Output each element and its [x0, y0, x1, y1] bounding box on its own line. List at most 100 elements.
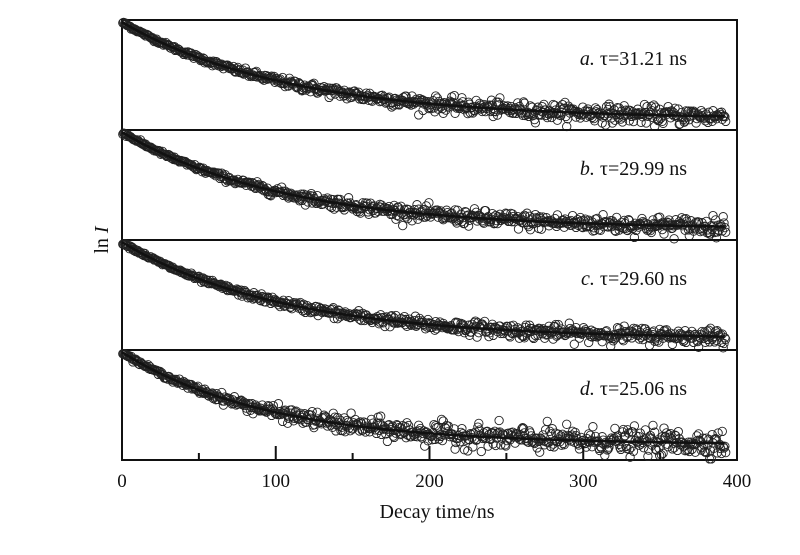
data-point	[148, 144, 158, 154]
data-point	[539, 99, 549, 110]
data-point	[670, 103, 680, 113]
data-point	[273, 399, 284, 409]
data-point	[617, 117, 628, 127]
data-point	[547, 108, 557, 119]
tau-value: =29.99 ns	[608, 158, 687, 180]
data-point	[457, 93, 467, 103]
tau-value: =25.06 ns	[608, 378, 687, 400]
data-point	[294, 78, 304, 88]
data-point	[261, 71, 272, 81]
data-point	[518, 97, 529, 107]
data-point	[594, 224, 604, 235]
data-point	[463, 221, 474, 231]
panel-b: b. τ=29.99 ns	[118, 128, 738, 244]
data-point	[718, 212, 728, 222]
panel-annotation: d. τ=25.06 ns	[580, 378, 687, 400]
data-point	[544, 109, 554, 119]
x-tick-label: 200	[415, 471, 444, 492]
data-point	[721, 227, 731, 237]
data-point	[575, 212, 585, 223]
data-point	[486, 95, 497, 105]
data-point	[419, 95, 429, 106]
data-point	[433, 212, 443, 222]
data-point	[390, 318, 400, 328]
x-axis-label: Decay time/ns	[380, 501, 495, 523]
tau-value: =31.21 ns	[608, 48, 687, 70]
data-point	[562, 114, 573, 124]
data-point	[438, 108, 448, 118]
data-points	[118, 349, 731, 464]
fit-line	[121, 131, 725, 228]
data-point	[391, 214, 401, 224]
panels-group: a. τ=31.21 nsb. τ=29.99 nsc. τ=29.60 nsd…	[118, 17, 738, 464]
tau-value: =29.60 ns	[608, 268, 687, 290]
data-point	[406, 320, 416, 330]
data-point	[542, 416, 552, 427]
data-point	[398, 220, 408, 231]
data-point	[346, 408, 356, 418]
data-point	[134, 136, 144, 147]
data-point	[301, 190, 311, 200]
data-point	[421, 201, 431, 211]
data-point	[658, 118, 668, 128]
data-point	[329, 204, 339, 214]
data-point	[475, 100, 486, 110]
panel-c: c. τ=29.60 ns	[118, 239, 738, 353]
data-point	[679, 117, 689, 127]
data-point	[562, 419, 572, 429]
panel-letter: b.	[580, 158, 600, 180]
data-point	[343, 193, 354, 203]
tau-symbol: τ	[600, 268, 608, 290]
tau-symbol: τ	[600, 158, 608, 180]
data-point	[588, 422, 598, 432]
data-point	[624, 116, 634, 126]
fit-line	[121, 21, 725, 118]
panel-annotation: a. τ=31.21 ns	[580, 48, 687, 70]
y-label-ln: ln	[91, 233, 113, 254]
data-point	[552, 115, 563, 125]
x-tick-label: 300	[569, 471, 598, 492]
data-point	[610, 423, 620, 434]
data-point	[646, 101, 656, 111]
data-point	[324, 92, 334, 103]
data-point	[140, 140, 150, 150]
y-axis-label: ln I	[91, 225, 113, 254]
panel-letter: c.	[581, 268, 600, 290]
data-point	[510, 103, 520, 113]
data-point	[296, 189, 306, 199]
data-point	[614, 103, 624, 113]
x-tick-label: 100	[262, 471, 291, 492]
data-point	[173, 266, 184, 276]
data-point	[488, 111, 498, 122]
panel-annotation: b. τ=29.99 ns	[580, 158, 687, 180]
tau-symbol: τ	[600, 48, 608, 70]
data-point	[600, 450, 610, 461]
data-point	[431, 91, 441, 101]
data-point	[607, 118, 618, 128]
data-point	[333, 85, 344, 95]
data-point	[494, 415, 504, 426]
x-tick-label: 400	[723, 471, 752, 492]
data-point	[629, 232, 640, 243]
data-point	[692, 113, 702, 124]
x-tick-label: 0	[117, 471, 127, 492]
data-point	[721, 116, 731, 127]
data-point	[710, 215, 721, 225]
data-point	[465, 108, 475, 118]
data-point	[519, 98, 530, 108]
data-point	[641, 118, 651, 128]
panel-annotation: c. τ=29.60 ns	[581, 268, 687, 290]
data-point	[605, 217, 615, 228]
data-point	[600, 110, 610, 120]
data-point	[655, 212, 665, 222]
data-point	[655, 218, 666, 229]
data-point	[416, 96, 426, 106]
tau-symbol: τ	[600, 378, 608, 400]
data-point	[661, 108, 671, 118]
data-point	[384, 92, 394, 102]
data-point	[669, 234, 679, 244]
panel-a: a. τ=31.21 ns	[118, 17, 738, 132]
data-point	[495, 93, 505, 103]
